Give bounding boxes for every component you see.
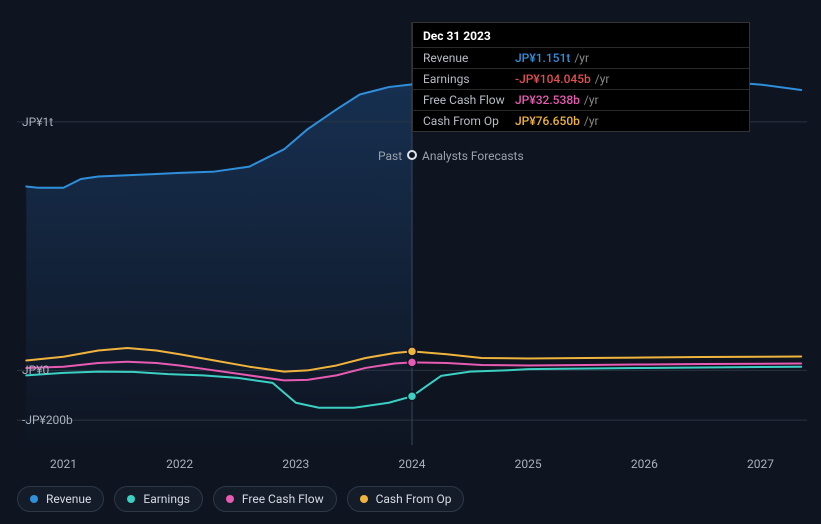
- tooltip-row-label: Free Cash Flow: [423, 93, 515, 107]
- x-axis-label: 2026: [631, 457, 658, 471]
- legend-swatch: [360, 495, 368, 503]
- legend: Revenue Earnings Free Cash Flow Cash From O…: [17, 486, 464, 512]
- tooltip-row-unit: /yr: [574, 51, 589, 65]
- legend-label: Revenue: [46, 492, 91, 506]
- y-axis-label: JP¥0: [22, 363, 49, 377]
- past-label: Past: [378, 149, 402, 163]
- legend-swatch: [30, 495, 38, 503]
- x-axis-label: 2027: [747, 457, 774, 471]
- legend-swatch: [226, 495, 234, 503]
- tooltip-row-unit: /yr: [595, 72, 610, 86]
- tooltip-row: Free Cash FlowJP¥32.538b/yr: [413, 89, 749, 110]
- tooltip-row-unit: /yr: [584, 93, 599, 107]
- y-axis-label: -JP¥200b: [22, 413, 73, 427]
- tooltip-row-label: Revenue: [423, 51, 515, 65]
- tooltip-row-value: JP¥1.151t: [515, 51, 570, 65]
- tooltip-row-value: JP¥76.650b: [515, 114, 580, 128]
- legend-label: Cash From Op: [376, 492, 452, 506]
- legend-label: Free Cash Flow: [242, 492, 324, 506]
- legend-item-cfo[interactable]: Cash From Op: [347, 486, 465, 512]
- forecast-label: Analysts Forecasts: [422, 149, 524, 163]
- tooltip-title: Dec 31 2023: [413, 23, 749, 47]
- tooltip-row-label: Earnings: [423, 72, 515, 86]
- x-axis-label: 2021: [50, 457, 77, 471]
- tooltip-row: Cash From OpJP¥76.650b/yr: [413, 110, 749, 131]
- y-axis-label: JP¥1t: [22, 115, 53, 129]
- x-axis-label: 2023: [282, 457, 309, 471]
- tooltip-row-value: JP¥32.538b: [515, 93, 580, 107]
- legend-item-fcf[interactable]: Free Cash Flow: [213, 486, 337, 512]
- forecast-chart[interactable]: { "chart": { "width": 821, "height": 524…: [0, 0, 821, 524]
- legend-item-revenue[interactable]: Revenue: [17, 486, 104, 512]
- legend-swatch: [127, 495, 135, 503]
- tooltip-row: RevenueJP¥1.151t/yr: [413, 47, 749, 68]
- x-axis-label: 2022: [166, 457, 193, 471]
- tooltip-row: Earnings-JP¥104.045b/yr: [413, 68, 749, 89]
- tooltip-row-value: -JP¥104.045b: [515, 72, 591, 86]
- tooltip-row-unit: /yr: [584, 114, 599, 128]
- x-axis-label: 2024: [399, 457, 426, 471]
- legend-item-earnings[interactable]: Earnings: [114, 486, 203, 512]
- legend-label: Earnings: [143, 492, 190, 506]
- x-axis-label: 2025: [515, 457, 542, 471]
- chart-tooltip: Dec 31 2023 RevenueJP¥1.151t/yrEarnings-…: [412, 22, 750, 132]
- tooltip-row-label: Cash From Op: [423, 114, 515, 128]
